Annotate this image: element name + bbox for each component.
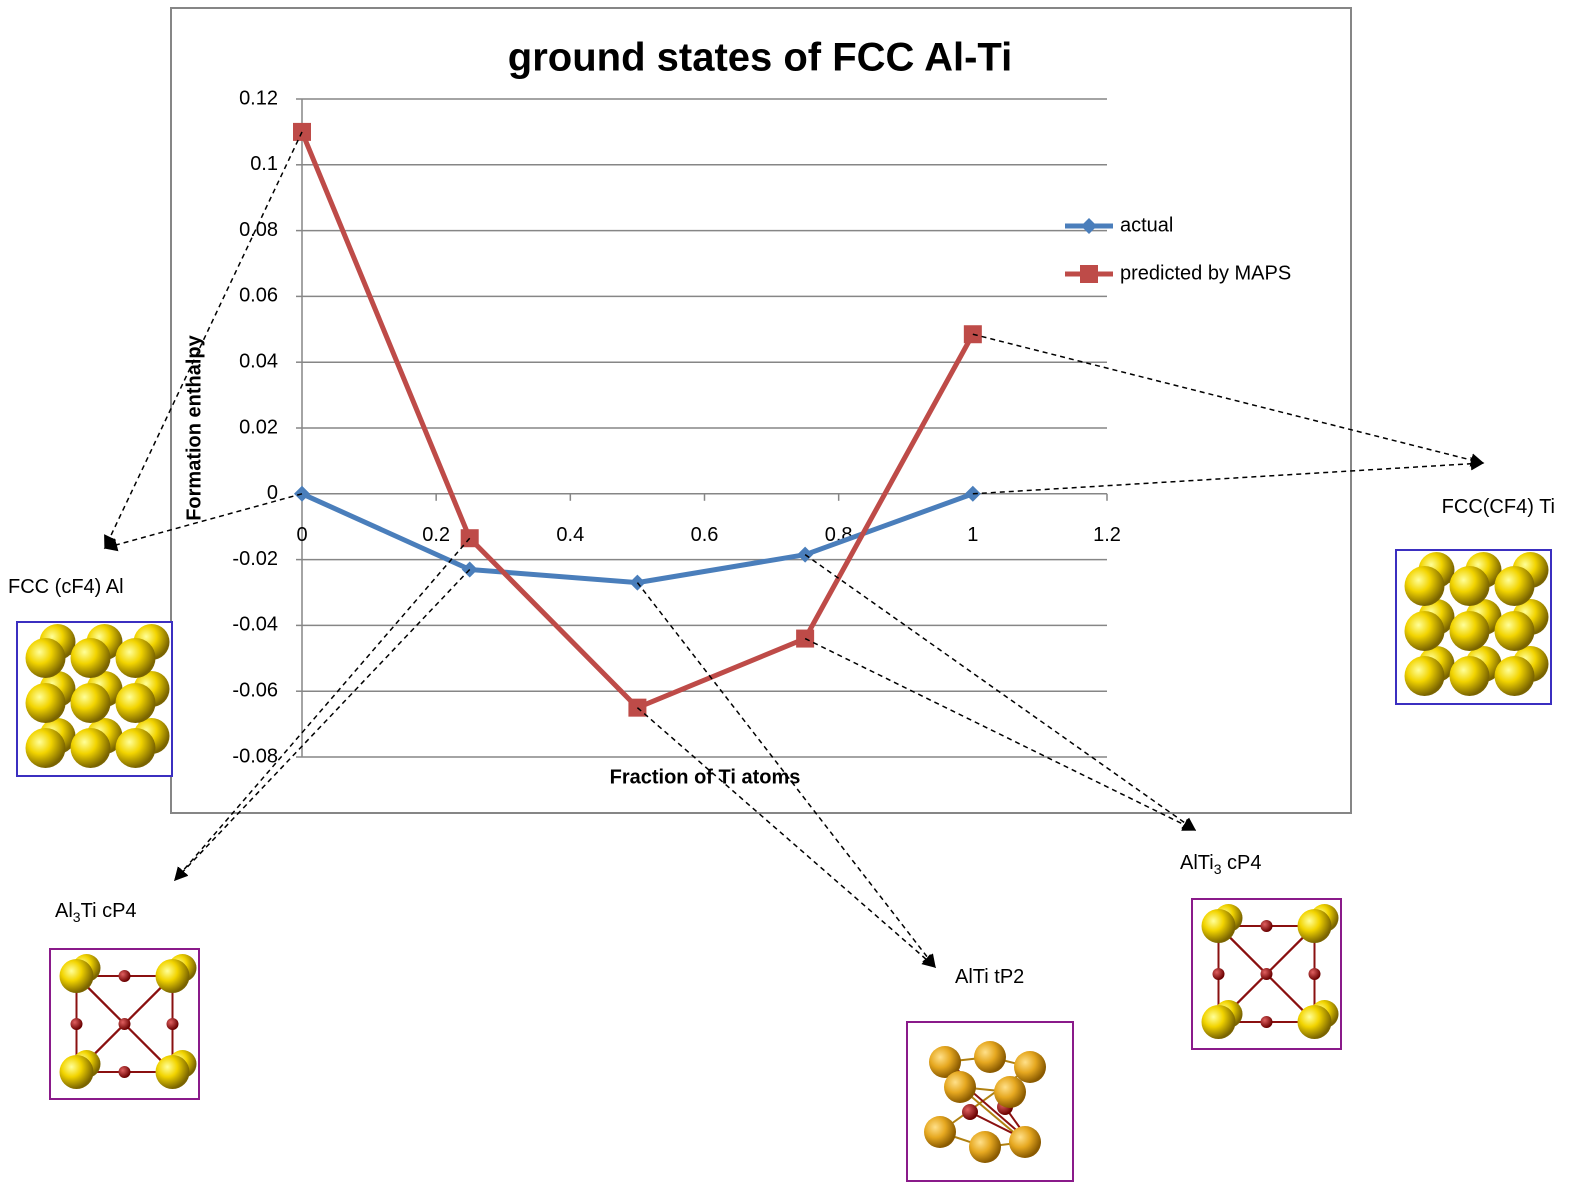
atom bbox=[1495, 566, 1535, 606]
annotation-text: FCC(CF4) Ti bbox=[1442, 496, 1555, 518]
atom bbox=[1261, 920, 1273, 932]
atom bbox=[1202, 1005, 1236, 1039]
y-tick-label: 0.06 bbox=[239, 285, 278, 307]
atom bbox=[1261, 1016, 1273, 1028]
x-axis-title: Fraction of Ti atoms bbox=[610, 766, 801, 788]
x-tick-label: 1 bbox=[967, 524, 978, 546]
atom bbox=[1450, 566, 1490, 606]
annotation-text: Al bbox=[55, 900, 73, 922]
atom bbox=[119, 970, 131, 982]
structure-icon bbox=[1405, 552, 1549, 696]
atom bbox=[1405, 566, 1445, 606]
atom bbox=[1450, 611, 1490, 651]
x-tick-label: 1.2 bbox=[1093, 524, 1121, 546]
atom bbox=[924, 1116, 956, 1148]
y-tick-label: -0.04 bbox=[232, 614, 278, 636]
atom bbox=[944, 1071, 976, 1103]
atom bbox=[119, 1066, 131, 1078]
y-tick-label: 0.1 bbox=[250, 153, 278, 175]
atom bbox=[1261, 968, 1273, 980]
atom bbox=[71, 638, 111, 678]
y-tick-label: -0.06 bbox=[232, 679, 278, 701]
atom bbox=[1405, 656, 1445, 696]
annotation: FCC (cF4) Al bbox=[8, 576, 124, 598]
x-tick-label: 0 bbox=[296, 524, 307, 546]
atom bbox=[116, 728, 156, 768]
atom bbox=[969, 1131, 1001, 1163]
atom bbox=[116, 638, 156, 678]
y-tick-label: -0.02 bbox=[232, 548, 278, 570]
atom bbox=[71, 728, 111, 768]
atom bbox=[1309, 968, 1321, 980]
plot-frame bbox=[171, 8, 1351, 813]
atom bbox=[116, 683, 156, 723]
atom bbox=[1495, 611, 1535, 651]
atom bbox=[994, 1076, 1026, 1108]
atom bbox=[1009, 1126, 1041, 1158]
annotation: FCC(CF4) Ti bbox=[1442, 496, 1555, 518]
chart-title: ground states of FCC Al-Ti bbox=[508, 36, 1012, 80]
atom bbox=[26, 728, 66, 768]
atom bbox=[962, 1104, 978, 1120]
y-tick-label: 0 bbox=[267, 482, 278, 504]
chart: ground states of FCC Al-Ti Fraction of T… bbox=[0, 0, 1580, 1182]
x-tick-label: 0.4 bbox=[556, 524, 584, 546]
atom bbox=[71, 683, 111, 723]
y-tick-label: 0.04 bbox=[239, 350, 278, 372]
atom bbox=[26, 638, 66, 678]
atom bbox=[1405, 611, 1445, 651]
annotation: Al3Ti cP4 bbox=[55, 900, 137, 924]
atom bbox=[26, 683, 66, 723]
y-tick-label: 0.02 bbox=[239, 416, 278, 438]
atom bbox=[1298, 1005, 1332, 1039]
atom bbox=[1495, 656, 1535, 696]
y-axis-title: Formation enthalpy bbox=[183, 334, 205, 520]
subscript: 3 bbox=[73, 909, 81, 925]
annotation-text: Ti cP4 bbox=[81, 900, 137, 922]
structure-icon bbox=[60, 954, 197, 1089]
y-tick-label: 0.12 bbox=[239, 87, 278, 109]
annotation: AlTi3 cP4 bbox=[1180, 852, 1262, 876]
atom bbox=[167, 1018, 179, 1030]
annotation-text: AlTi tP2 bbox=[955, 966, 1024, 988]
structure-icon bbox=[1202, 904, 1339, 1039]
atom bbox=[156, 959, 190, 993]
atom bbox=[71, 1018, 83, 1030]
atom bbox=[156, 1055, 190, 1089]
atom bbox=[1298, 909, 1332, 943]
legend-marker bbox=[1080, 265, 1098, 283]
subscript: 3 bbox=[1214, 861, 1222, 877]
atom bbox=[1202, 909, 1236, 943]
x-tick-label: 0.6 bbox=[691, 524, 719, 546]
y-tick-label: -0.08 bbox=[232, 745, 278, 767]
legend-label: predicted by MAPS bbox=[1120, 262, 1291, 284]
atom bbox=[60, 959, 94, 993]
atom bbox=[1450, 656, 1490, 696]
atom bbox=[1213, 968, 1225, 980]
atom bbox=[119, 1018, 131, 1030]
annotation-text: AlTi bbox=[1180, 852, 1214, 874]
structure-icon bbox=[26, 624, 170, 768]
annotation-text: FCC (cF4) Al bbox=[8, 576, 124, 598]
x-tick-label: 0.2 bbox=[422, 524, 450, 546]
annotation-text: cP4 bbox=[1222, 852, 1262, 874]
atom bbox=[60, 1055, 94, 1089]
atom bbox=[974, 1041, 1006, 1073]
legend-label: actual bbox=[1120, 214, 1173, 236]
atom bbox=[1014, 1051, 1046, 1083]
annotation: AlTi tP2 bbox=[955, 966, 1024, 988]
